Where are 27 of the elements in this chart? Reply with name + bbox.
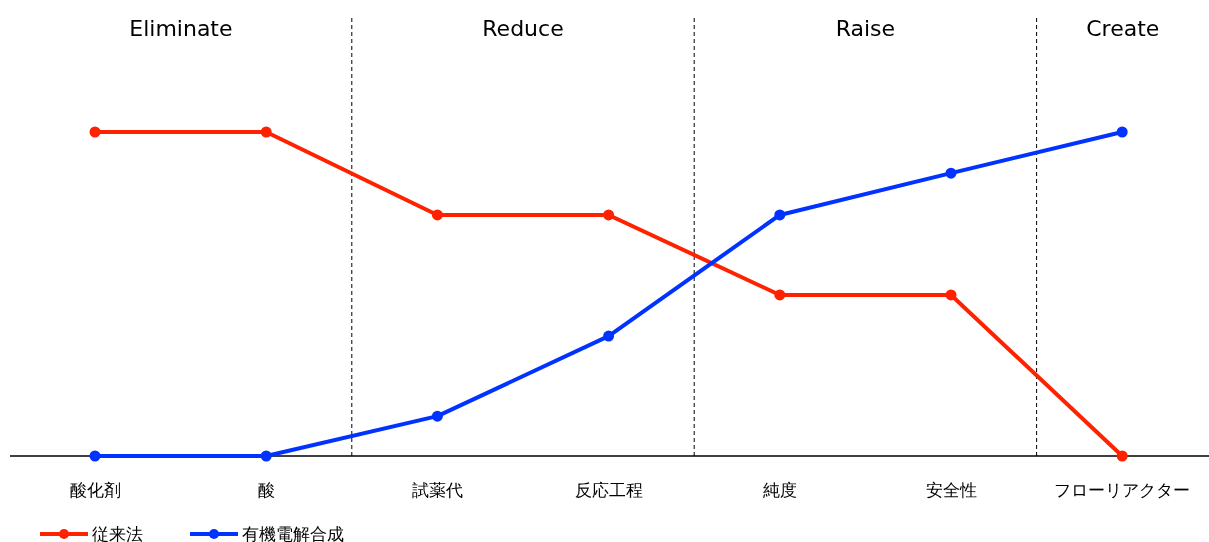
- x-tick-label: 酸: [257, 480, 275, 500]
- text: Raise: [835, 16, 896, 41]
- point: [89, 450, 101, 462]
- text: Create: [1086, 16, 1160, 41]
- legend-label: 従来法: [92, 524, 143, 542]
- point: [260, 450, 272, 462]
- point: [774, 289, 786, 301]
- x-tick-label: 純度: [762, 480, 797, 500]
- x-tick-label: 酸化剤: [69, 480, 121, 500]
- x-tick-label: 安全性: [925, 480, 977, 500]
- point: [1116, 126, 1128, 138]
- point: [774, 209, 786, 221]
- point: [1116, 450, 1128, 462]
- x-tick-label: フローリアクター: [1054, 480, 1191, 500]
- point: [89, 126, 101, 138]
- point: [945, 289, 957, 301]
- point: [603, 330, 615, 342]
- x-tick-label: 試薬代: [411, 480, 463, 500]
- text: Reduce: [482, 16, 564, 41]
- point: [431, 410, 443, 422]
- x-tick-label: 反応工程: [574, 480, 643, 500]
- point: [431, 209, 443, 221]
- legend-label: 有機電解合成: [242, 524, 344, 542]
- point: [603, 209, 615, 221]
- point: [260, 126, 272, 138]
- point: [945, 167, 957, 179]
- text: Eliminate: [129, 16, 233, 41]
